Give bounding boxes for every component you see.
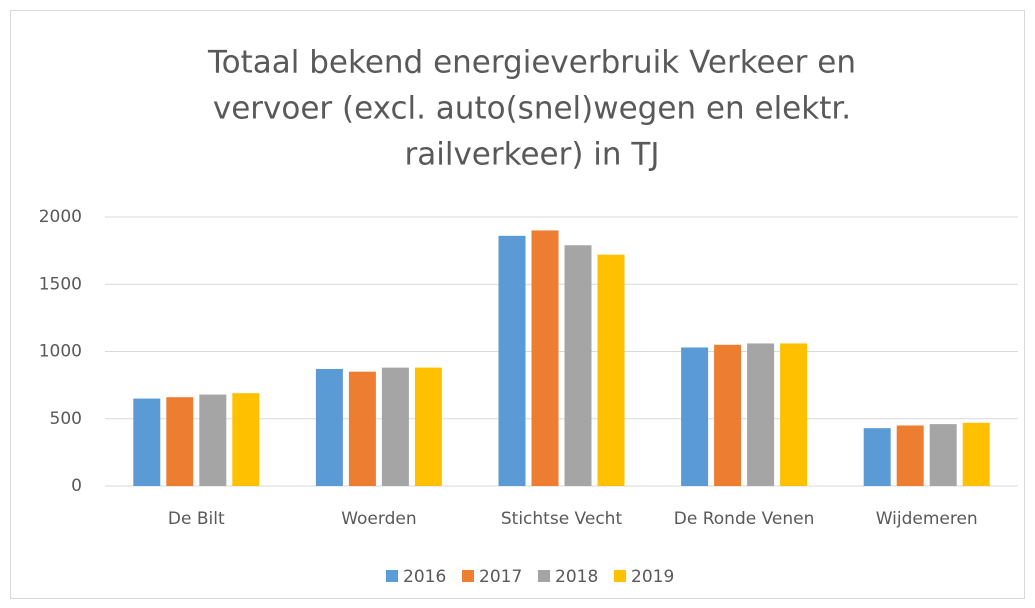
bar: [381, 367, 409, 486]
chart-title: railverkeer) in TJ: [404, 137, 659, 173]
legend-swatch: [614, 570, 626, 582]
chart-title: Totaal bekend energieverbruik Verkeer en: [207, 45, 856, 81]
y-tick-label: 500: [50, 409, 82, 429]
bar: [498, 235, 526, 486]
bar: [414, 367, 442, 486]
bar: [199, 394, 227, 486]
bar: [929, 424, 957, 486]
y-tick-label: 0: [71, 476, 82, 496]
y-tick-label: 1000: [39, 342, 82, 362]
legend-swatch: [538, 570, 550, 582]
x-tick-label: Woerden: [341, 509, 416, 529]
bar: [564, 245, 592, 486]
x-tick-label: Stichtse Vecht: [501, 509, 623, 529]
bar: [962, 422, 990, 486]
bar: [896, 425, 924, 486]
legend-label: 2016: [403, 567, 446, 587]
legend-swatch: [386, 570, 398, 582]
x-tick-label: De Bilt: [168, 509, 225, 529]
chart-title: vervoer (excl. auto(snel)wegen en elektr…: [213, 91, 851, 127]
bar: [531, 230, 559, 486]
bar: [714, 344, 742, 486]
legend-label: 2018: [555, 567, 598, 587]
bar: [863, 428, 891, 486]
bar: [747, 343, 775, 486]
legend-swatch: [462, 570, 474, 582]
bar: [780, 343, 808, 486]
x-tick-label: De Ronde Venen: [674, 509, 815, 529]
bar: [232, 393, 260, 486]
bar: [597, 254, 625, 486]
bar: [133, 398, 161, 486]
bar: [315, 368, 343, 486]
legend-label: 2019: [631, 567, 674, 587]
bar: [348, 371, 376, 486]
x-tick-label: Wijdemeren: [876, 509, 978, 529]
bar: [166, 397, 194, 486]
y-tick-label: 1500: [39, 274, 82, 294]
y-tick-label: 2000: [39, 207, 82, 227]
bar: [681, 347, 709, 486]
legend-label: 2017: [479, 567, 522, 587]
